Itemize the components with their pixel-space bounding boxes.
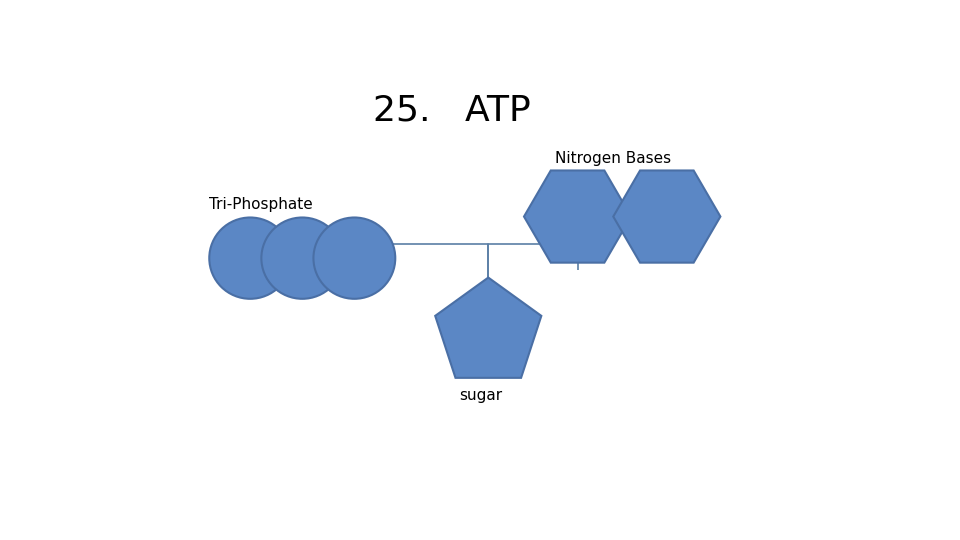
Text: 25.   ATP: 25. ATP: [372, 94, 531, 128]
Text: Nitrogen Bases: Nitrogen Bases: [555, 151, 671, 166]
Polygon shape: [435, 278, 541, 378]
Polygon shape: [613, 171, 720, 262]
Text: sugar: sugar: [459, 388, 502, 403]
Ellipse shape: [313, 218, 396, 299]
Text: Tri-Phosphate: Tri-Phosphate: [209, 197, 313, 212]
Ellipse shape: [209, 218, 291, 299]
Ellipse shape: [261, 218, 344, 299]
Polygon shape: [524, 171, 631, 262]
